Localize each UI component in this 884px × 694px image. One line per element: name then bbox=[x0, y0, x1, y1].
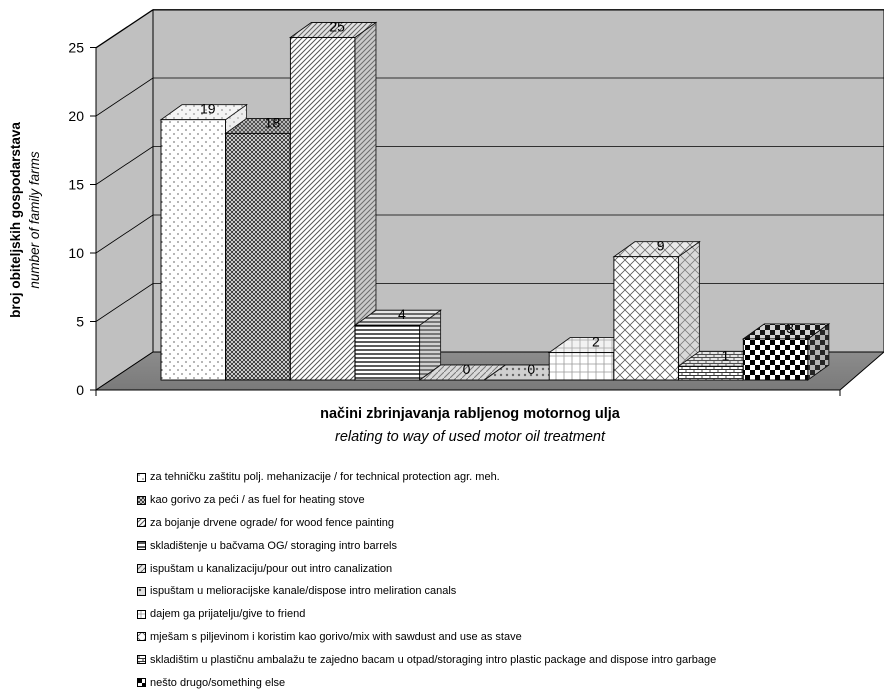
y-tick-label: 10 bbox=[68, 245, 84, 261]
bar-front bbox=[289, 37, 356, 381]
bar-top-shade bbox=[419, 365, 506, 380]
legend-label: dajem ga prijatelju/give to friend bbox=[150, 608, 306, 621]
legend-swatch bbox=[137, 564, 146, 574]
data-label-9: 1 bbox=[721, 347, 729, 363]
bar-front bbox=[225, 132, 291, 381]
x-axis-title-en: relating to way of used motor oil treatm… bbox=[335, 429, 606, 445]
data-label-10: 3 bbox=[786, 320, 794, 336]
bar-front bbox=[678, 365, 744, 381]
y-tick-label: 15 bbox=[68, 177, 84, 193]
bar-top-shade bbox=[613, 241, 700, 257]
bar-top-shade bbox=[549, 337, 635, 353]
legend-label: skladištim u plastičnu ambalažu te zajed… bbox=[150, 653, 717, 666]
legend-swatch bbox=[137, 472, 146, 482]
legend-swatch bbox=[137, 586, 146, 596]
bar-4 bbox=[353, 309, 443, 381]
data-label-5: 0 bbox=[463, 361, 471, 377]
data-label-8: 9 bbox=[657, 238, 665, 254]
legend-swatch bbox=[137, 541, 146, 551]
legend-label: kao gorivo za peći / as fuel for heating… bbox=[150, 494, 365, 507]
bar-front bbox=[354, 324, 421, 381]
data-label-6: 0 bbox=[527, 361, 535, 377]
y-axis-title: broj obiteljskih gospodarstava number of… bbox=[8, 122, 42, 318]
legend-item-10: nešto drugo/something else bbox=[137, 671, 716, 694]
data-label-2: 18 bbox=[265, 114, 281, 130]
legend-item-7: dajem ga prijatelju/give to friend bbox=[137, 603, 716, 626]
bars bbox=[159, 21, 831, 381]
y-tick-label: 0 bbox=[76, 382, 84, 398]
y-axis-title-hr: broj obiteljskih gospodarstava bbox=[8, 122, 23, 318]
side-wall bbox=[95, 9, 154, 391]
legend-label: ispuštam u kanalizaciju/pour out intro c… bbox=[150, 562, 393, 575]
y-tick-label: 25 bbox=[68, 40, 84, 56]
bar-top-shade bbox=[290, 22, 376, 38]
data-label-7: 2 bbox=[592, 334, 600, 350]
legend-swatch bbox=[137, 518, 146, 528]
legend-item-9: skladištim u plastičnu ambalažu te zajed… bbox=[137, 648, 716, 671]
y-tick-label: 20 bbox=[68, 108, 84, 124]
data-labels: 19 18 25 4 0 0 2 9 1 3 bbox=[200, 19, 794, 378]
bar-front bbox=[548, 352, 615, 381]
bar-top-shade bbox=[484, 365, 570, 380]
data-label-4: 4 bbox=[398, 306, 406, 322]
legend-item-1: za tehničku zaštitu polj. mehanizacije /… bbox=[137, 466, 716, 489]
legend-swatch bbox=[137, 495, 146, 505]
legend-label: mješam s piljevinom i koristim kao goriv… bbox=[150, 630, 522, 643]
bar-front bbox=[613, 256, 679, 381]
legend: za tehničku zaštitu polj. mehanizacije /… bbox=[137, 466, 716, 694]
gridline-side bbox=[95, 77, 154, 117]
gridline-side bbox=[95, 9, 154, 48]
bar-8 bbox=[612, 240, 701, 381]
legend-item-2: kao gorivo za peći / as fuel for heating… bbox=[137, 489, 716, 512]
bar-side-shade bbox=[419, 310, 441, 380]
x-axis-title-hr: načini zbrinjavanja rabljenog motornog u… bbox=[320, 406, 621, 422]
legend-swatch bbox=[137, 632, 146, 642]
legend-label: za tehničku zaštitu polj. mehanizacije /… bbox=[150, 471, 500, 484]
gridline-side bbox=[95, 146, 154, 185]
bar-top-shade bbox=[225, 118, 312, 134]
legend-swatch bbox=[137, 655, 146, 665]
legend-item-4: skladištenje u bačvama OG/ storaging int… bbox=[137, 534, 716, 557]
legend-item-5: ispuštam u kanalizaciju/pour out intro c… bbox=[137, 557, 716, 580]
data-label-1: 19 bbox=[200, 101, 216, 117]
bar-top-shade bbox=[161, 104, 247, 120]
legend-label: nešto drugo/something else bbox=[150, 676, 286, 689]
gridline-side bbox=[95, 214, 154, 254]
legend-item-3: za bojanje drvene ograde/ for wood fence… bbox=[137, 512, 716, 535]
legend-swatch bbox=[137, 678, 146, 688]
data-label-3: 25 bbox=[329, 19, 345, 35]
legend-item-8: mješam s piljevinom i koristim kao goriv… bbox=[137, 626, 716, 649]
bar-top-shade bbox=[743, 323, 829, 339]
bar-top-shade bbox=[355, 310, 441, 326]
bar-chart: 0 5 10 15 20 25 19 18 25 4 0 0 2 9 1 3 broj obiteljski… bbox=[8, 9, 884, 445]
y-tick-label: 5 bbox=[76, 314, 84, 330]
bar-top-shade bbox=[678, 351, 765, 367]
bar-front bbox=[160, 119, 226, 381]
bar-10 bbox=[741, 323, 831, 381]
legend-label: za bojanje drvene ograde/ for wood fence… bbox=[150, 516, 395, 529]
bar-side-shade bbox=[807, 323, 829, 380]
legend-swatch bbox=[137, 609, 146, 619]
bar-side-shade bbox=[354, 22, 376, 380]
legend-item-6: ispuštam u melioracijske kanale/dispose … bbox=[137, 580, 716, 603]
bar-6 bbox=[483, 364, 572, 381]
legend-label: ispuštam u melioracijske kanale/dispose … bbox=[150, 585, 457, 598]
gridline-side bbox=[95, 283, 154, 322]
legend-label: skladištenje u bačvama OG/ storaging int… bbox=[150, 539, 398, 552]
bar-front bbox=[742, 338, 809, 381]
bar-side-shade bbox=[678, 241, 700, 380]
y-axis-title-en: number of family farms bbox=[27, 151, 42, 289]
